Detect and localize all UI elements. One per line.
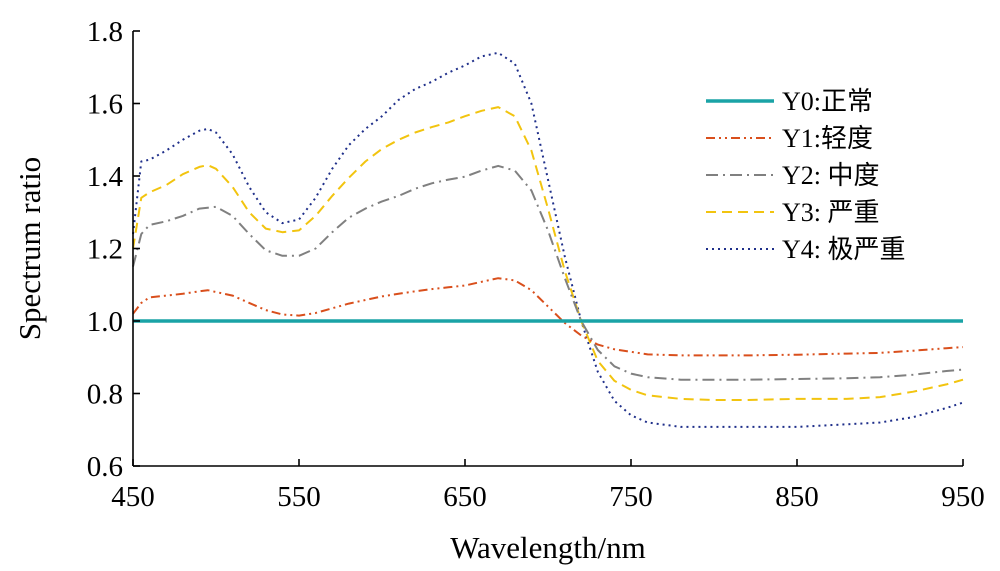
y-tick-label: 1.0 xyxy=(87,306,123,338)
y-tick-label: 0.6 xyxy=(87,451,123,483)
x-tick-label: 450 xyxy=(111,481,155,513)
y-axis-title: Spectrum ratio xyxy=(12,157,47,340)
y-tick-label: 1.6 xyxy=(87,89,123,121)
y-tick-label: 0.8 xyxy=(87,379,123,411)
legend-label-4: Y4: 极严重 xyxy=(782,235,906,264)
series-layer xyxy=(132,51,964,428)
legend-label-2: Y2: 中度 xyxy=(782,161,880,190)
x-tick-label: 950 xyxy=(941,481,985,513)
chart-legend: Y0:正常 Y1:轻度 Y2: 中度 Y3: 严重 Y4: 极严重 xyxy=(706,87,906,264)
x-tick-label: 650 xyxy=(443,481,487,513)
x-tick-label: 550 xyxy=(277,481,321,513)
legend-label-0: Y0:正常 xyxy=(782,87,873,116)
y-tick-label: 1.4 xyxy=(87,161,124,193)
x-tick-label: 750 xyxy=(609,481,653,513)
x-tick-label: 850 xyxy=(775,481,819,513)
series-line-1 xyxy=(132,277,964,357)
series-line-4 xyxy=(132,51,964,428)
legend-label-3: Y3: 严重 xyxy=(782,198,880,227)
y-tick-label: 1.8 xyxy=(87,16,123,48)
series-line-2 xyxy=(132,164,964,381)
ticks-layer: 450 550 650 750 850 950 0.6 0.8 1.0 1.2 1.4 1.6 1.8 xyxy=(87,16,985,513)
x-axis-title: Wavelength/nm xyxy=(450,530,646,565)
y-tick-label: 1.2 xyxy=(87,234,123,266)
legend-label-1: Y1:轻度 xyxy=(782,124,873,153)
series-line-3 xyxy=(132,106,964,401)
